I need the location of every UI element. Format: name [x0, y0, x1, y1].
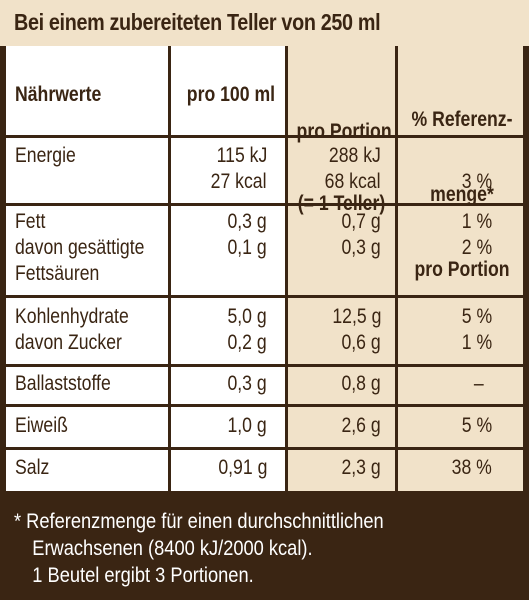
- row-divider: [3, 364, 526, 367]
- nutrient-name: davon gesättigte: [15, 236, 145, 259]
- table-border-left: [3, 46, 6, 491]
- per100-value: 0,1 g: [227, 236, 267, 259]
- column-divider: [168, 46, 171, 491]
- column-header-per100: pro 100 ml: [186, 83, 275, 106]
- reference-column-shade: [398, 46, 526, 491]
- reference-value: 3 %: [461, 170, 492, 193]
- nutrient-name: Fettsäuren: [15, 262, 100, 285]
- reference-value: 2 %: [461, 236, 492, 259]
- column-divider: [395, 46, 398, 491]
- portion-value: 0,7 g: [341, 210, 381, 233]
- nutrient-name: Kohlenhydrate: [15, 305, 129, 328]
- portion-value: 12,5 g: [331, 305, 381, 328]
- footnote: * Referenzmenge für einen durchschnittli…: [14, 508, 384, 589]
- row-divider: [3, 404, 526, 407]
- per100-value: 0,91 g: [217, 456, 267, 479]
- row-divider: [3, 135, 526, 138]
- header-text-line: pro Portion: [414, 258, 510, 281]
- header-title: Bei einem zubereiteten Teller von 250 ml: [14, 9, 381, 35]
- header-text-line: % Referenz-: [411, 108, 513, 131]
- header-text-line: menge*: [430, 183, 494, 206]
- reference-value: 1 %: [461, 210, 492, 233]
- nutrient-name: Eiweiß: [15, 414, 68, 437]
- row-divider: [3, 295, 526, 298]
- column-header-nutrients: Nährwerte: [15, 83, 102, 106]
- reference-value: 38 %: [451, 456, 492, 479]
- footnote-line: 1 Beutel ergibt 3 Portionen.: [32, 564, 254, 587]
- reference-value: 5 %: [461, 414, 492, 437]
- nutrient-name: Energie: [15, 144, 76, 167]
- reference-value: 1 %: [461, 331, 492, 354]
- row-divider: [3, 203, 526, 206]
- row-divider: [3, 447, 526, 450]
- footnote-line: Erwachsenen (8400 kJ/2000 kcal).: [32, 537, 313, 560]
- reference-value: 5 %: [461, 305, 492, 328]
- header-text-line: pro Portion: [296, 120, 392, 143]
- header-bar: Bei einem zubereiteten Teller von 250 ml: [0, 0, 529, 46]
- per100-value: 5,0 g: [227, 305, 267, 328]
- portion-value: 2,6 g: [341, 414, 381, 437]
- per100-value: 27 kcal: [211, 170, 267, 193]
- per100-value: 0,3 g: [227, 372, 267, 395]
- nutrient-name: Ballaststoffe: [15, 372, 111, 395]
- nutrient-name: davon Zucker: [15, 331, 122, 354]
- portion-value: 0,3 g: [341, 236, 381, 259]
- header-text-line: (= 1 Teller): [297, 192, 386, 215]
- column-divider: [285, 46, 288, 491]
- portion-value: 2,3 g: [341, 456, 381, 479]
- column-header-reference: % Referenz- menge* pro Portion: [408, 57, 516, 307]
- table-border-right: [523, 46, 526, 491]
- per100-value: 0,3 g: [227, 210, 267, 233]
- per100-value: 115 kJ: [216, 144, 267, 167]
- per100-value: 1,0 g: [227, 414, 267, 437]
- portion-value: 0,6 g: [341, 331, 381, 354]
- portion-value: 288 kJ: [329, 144, 381, 167]
- portion-value: 0,8 g: [341, 372, 381, 395]
- column-header-portion: pro Portion (= 1 Teller): [296, 72, 392, 240]
- portion-column-shade: [288, 46, 395, 491]
- nutrient-name: Fett: [15, 210, 46, 233]
- reference-value: –: [474, 372, 484, 395]
- nutrient-name: Salz: [15, 456, 50, 479]
- portion-value: 68 kcal: [325, 170, 381, 193]
- per100-value: 0,2 g: [227, 331, 267, 354]
- footnote-line: * Referenzmenge für einen durchschnittli…: [14, 510, 384, 533]
